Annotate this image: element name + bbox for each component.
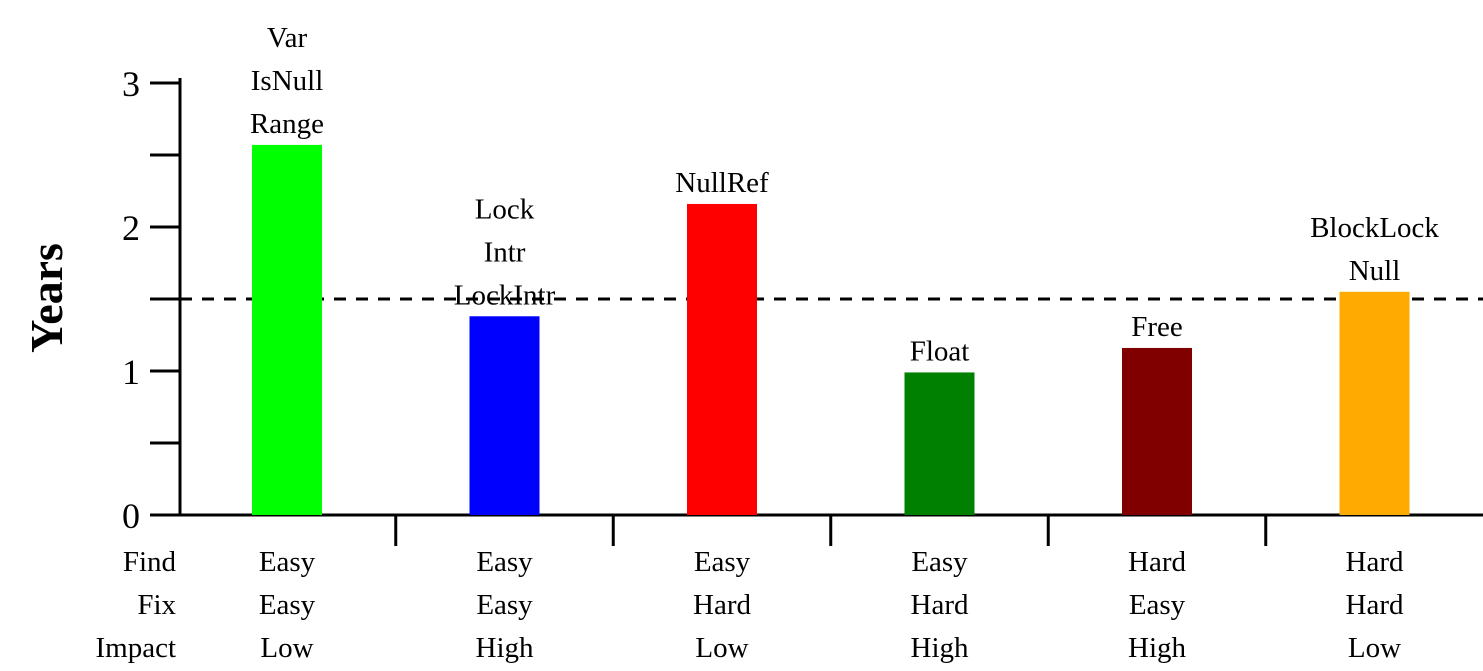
- category-table: Find Fix Impact Easy Easy Easy Easy Hard Hard Eas…: [95, 546, 1403, 664]
- table-cell: Low: [260, 632, 313, 664]
- bar: [1339, 291, 1410, 515]
- table-cell: Low: [695, 632, 748, 664]
- bar-label: IsNull: [251, 65, 324, 97]
- bar-label: LockIntr: [454, 279, 556, 311]
- bar-labels: VarIsNullRangeLockIntrLockIntrNullRefFlo…: [250, 22, 1439, 368]
- axes: 0 1 2 3: [122, 64, 1483, 546]
- table-row-label: Find: [123, 546, 177, 578]
- y-tick-label: 3: [122, 64, 140, 104]
- table-cell: Hard: [1128, 546, 1186, 578]
- table-cell: High: [911, 632, 970, 664]
- y-axis-label: Years: [21, 243, 72, 353]
- table-cell: Hard: [1346, 589, 1404, 621]
- y-tick-label: 1: [122, 352, 140, 392]
- bar-label: Null: [1349, 255, 1401, 287]
- table-cell: Easy: [694, 546, 751, 578]
- bars: [252, 144, 1410, 516]
- table-cell: Hard: [911, 589, 969, 621]
- table-cell: High: [1128, 632, 1187, 664]
- bar: [687, 203, 757, 515]
- table-cell: Easy: [476, 546, 533, 578]
- table-cell: Easy: [259, 546, 316, 578]
- bar-label: Intr: [484, 236, 526, 268]
- table-cell: Hard: [693, 589, 751, 621]
- table-cell: Low: [1348, 632, 1401, 664]
- bar-label: Float: [910, 335, 970, 367]
- bar: [904, 372, 975, 515]
- bar: [252, 144, 322, 516]
- table-cell: Easy: [476, 589, 533, 621]
- table-cell: Easy: [1129, 589, 1186, 621]
- bar-label: BlockLock: [1310, 212, 1439, 244]
- table-row-label: Fix: [137, 589, 176, 621]
- table-cell: High: [476, 632, 535, 664]
- table-cell: Easy: [911, 546, 968, 578]
- bar: [469, 316, 540, 515]
- bar-label: Range: [250, 108, 324, 140]
- y-tick-label: 2: [122, 208, 140, 248]
- bar-label: Free: [1131, 311, 1183, 343]
- table-cell: Hard: [1346, 546, 1404, 578]
- table-row-label: Impact: [95, 632, 176, 664]
- y-tick-label: 0: [122, 496, 140, 536]
- table-cell: Easy: [259, 589, 316, 621]
- bar-label: NullRef: [675, 167, 769, 199]
- bar: [1122, 347, 1192, 515]
- bar-label: Lock: [475, 193, 535, 225]
- bar-label: Var: [267, 22, 308, 54]
